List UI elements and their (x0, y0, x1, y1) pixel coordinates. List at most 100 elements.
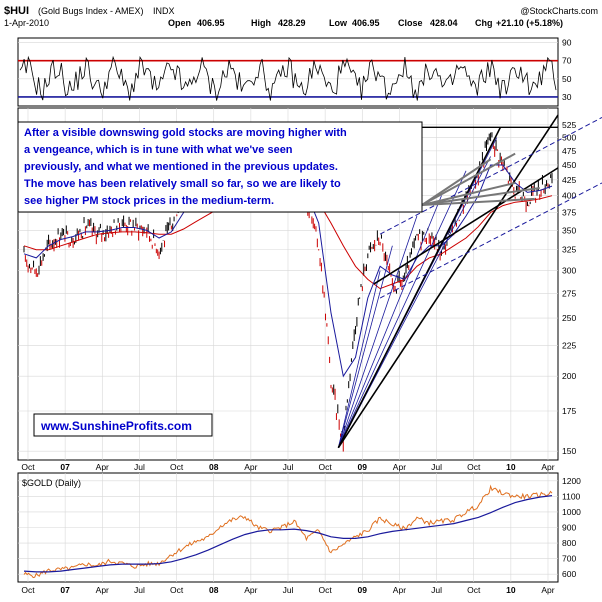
rsi-tick-label: 70 (562, 56, 572, 66)
high-value: 428.29 (278, 18, 306, 28)
trendline (373, 167, 559, 285)
price-tick-label: 400 (562, 191, 576, 201)
price-tick-label: 275 (562, 288, 576, 298)
gold-x-tick-label: Jul (283, 585, 294, 595)
annotation-pointer (421, 186, 540, 206)
rsi-tick-label: 30 (562, 92, 572, 102)
high-label: High (251, 18, 271, 28)
price-x-tick-label: Apr (541, 462, 554, 472)
annotation-pointer (421, 181, 516, 206)
price-x-tick-label: Jul (283, 462, 294, 472)
price-tick-label: 375 (562, 207, 576, 217)
chg-value: +21.10 (+5.18%) (496, 18, 563, 28)
price-tick-label: 150 (562, 446, 576, 456)
gold-tick-label: 700 (562, 554, 576, 564)
gold-x-tick-label: Jul (431, 585, 442, 595)
gold-x-tick-label: Oct (467, 585, 481, 595)
chg-label: Chg (475, 18, 493, 28)
gold-tick-label: 600 (562, 569, 576, 579)
price-tick-label: 325 (562, 245, 576, 255)
price-x-tick-label: Apr (244, 462, 257, 472)
gold-x-tick-label: 10 (506, 585, 516, 595)
price-x-tick-label: 10 (506, 462, 516, 472)
gold-x-tick-label: 07 (60, 585, 70, 595)
price-x-tick-label: Jul (431, 462, 442, 472)
channel-line (379, 117, 602, 235)
price-tick-label: 225 (562, 341, 576, 351)
annotation-line: previously, and what we mentioned in the… (24, 161, 338, 173)
price-tick-label: 200 (562, 371, 576, 381)
gold-x-tick-label: 08 (209, 585, 219, 595)
rsi-tick-label: 90 (562, 38, 572, 48)
gold-x-tick-label: 09 (358, 585, 368, 595)
price-tick-label: 300 (562, 266, 576, 276)
price-x-tick-label: Oct (170, 462, 184, 472)
price-x-tick-label: Oct (319, 462, 333, 472)
header-date: 1-Apr-2010 (4, 18, 49, 28)
price-x-tick-label: Oct (21, 462, 35, 472)
price-x-tick-label: Apr (96, 462, 109, 472)
price-tick-label: 175 (562, 406, 576, 416)
gold-layer: Oct 07 Apr Jul Oct 08 Apr Jul Oct 09 Apr Jul Oct 10 Ap… (18, 473, 581, 595)
gold-tick-label: 900 (562, 523, 576, 533)
price-x-tick-label: 09 (358, 462, 368, 472)
gold-title: $GOLD (Daily) (22, 478, 81, 488)
price-tick-label: 525 (562, 120, 576, 130)
rsi-line (19, 55, 557, 101)
channel-line (379, 182, 602, 299)
fan-line (337, 170, 467, 448)
gold-x-tick-label: Apr (244, 585, 257, 595)
price-tick-label: 425 (562, 175, 576, 185)
gold-x-tick-label: Jul (134, 585, 145, 595)
price-tick-label: 450 (562, 160, 576, 170)
close-value: 428.04 (430, 18, 458, 28)
price-x-tick-label: 08 (209, 462, 219, 472)
header-symbol: $HUI (4, 5, 29, 17)
annotation-line: The move has been relatively small so fa… (24, 178, 341, 190)
low-label: Low (329, 18, 348, 28)
fan-line (337, 215, 418, 448)
gold-x-tick-label: Apr (393, 585, 406, 595)
gold-x-tick-label: Oct (319, 585, 333, 595)
gold-tick-label: 1200 (562, 476, 581, 486)
gold-tick-label: 1000 (562, 507, 581, 517)
trendline (337, 126, 502, 449)
fan-line (337, 245, 393, 448)
header-exchange: INDX (153, 6, 175, 16)
price-tick-label: 500 (562, 133, 576, 143)
price-x-tick-label: Apr (393, 462, 406, 472)
trendline (337, 114, 559, 449)
website-box: www.SunshineProfits.com (33, 413, 213, 437)
annotation-pointer (421, 197, 535, 206)
fan-line (337, 270, 381, 448)
close-label: Close (398, 18, 423, 28)
gold-price-line (23, 484, 553, 579)
rsi-layer: 90 70 50 30 (18, 38, 572, 102)
gold-tick-label: 800 (562, 538, 576, 548)
rsi-tick-label: 50 (562, 74, 572, 84)
gold-x-tick-label: Oct (21, 585, 35, 595)
price-tick-label: 350 (562, 225, 576, 235)
price-x-tick-label: Jul (134, 462, 145, 472)
annotation-box: After a visible downswing gold stocks ar… (17, 121, 423, 213)
annotation-line: a vengeance, which is in tune with what … (24, 144, 293, 156)
website-frame (33, 413, 213, 437)
price-tick-label: 475 (562, 146, 576, 156)
annotation-line: After a visible downswing gold stocks ar… (24, 127, 347, 139)
gold-tick-label: 1100 (562, 491, 581, 501)
price-x-tick-label: 07 (60, 462, 70, 472)
gold-ma-line (23, 495, 553, 573)
open-value: 406.95 (197, 18, 225, 28)
price-x-tick-label: Oct (467, 462, 481, 472)
open-label: Open (168, 18, 191, 28)
rsi-panel (17, 37, 559, 107)
gold-x-tick-label: Oct (170, 585, 184, 595)
gold-x-tick-label: Apr (96, 585, 109, 595)
website-link[interactable]: www.SunshineProfits.com (40, 419, 192, 433)
header-copyright: @StockCharts.com (520, 6, 598, 16)
annotation-line: see higher PM stock prices in the medium… (24, 195, 274, 207)
header-name: (Gold Bugs Index - AMEX) (38, 6, 144, 16)
low-value: 406.95 (352, 18, 380, 28)
annotation-pointer (421, 152, 516, 206)
